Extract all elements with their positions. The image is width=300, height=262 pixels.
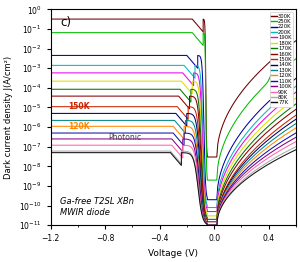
Text: Ga-free T2SL XBn
MWIR diode: Ga-free T2SL XBn MWIR diode [60, 197, 134, 217]
Y-axis label: Dark current density J(A/cm²): Dark current density J(A/cm²) [4, 56, 13, 179]
Text: 150K: 150K [68, 102, 90, 111]
Text: c): c) [60, 16, 71, 29]
Text: 120K: 120K [68, 122, 90, 131]
Text: Photonic: Photonic [108, 133, 141, 142]
Legend: 300K, 250K, 220K, 200K, 190K, 180K, 170K, 160K, 150K, 140K, 130K, 120K, 110K, 10: 300K, 250K, 220K, 200K, 190K, 180K, 170K… [270, 12, 293, 107]
X-axis label: Voltage (V): Voltage (V) [148, 249, 198, 258]
